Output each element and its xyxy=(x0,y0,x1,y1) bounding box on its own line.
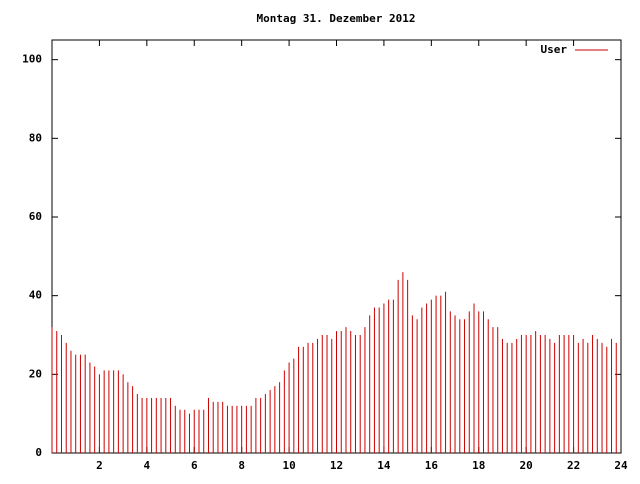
y-tick-label: 20 xyxy=(29,367,42,380)
y-tick-label: 60 xyxy=(29,210,42,223)
y-tick-label: 0 xyxy=(35,446,42,459)
x-tick-label: 20 xyxy=(520,459,533,472)
legend-label: User xyxy=(541,43,568,56)
chart-title: Montag 31. Dezember 2012 xyxy=(257,12,416,25)
x-tick-label: 2 xyxy=(96,459,103,472)
x-tick-label: 8 xyxy=(238,459,245,472)
y-tick-label: 100 xyxy=(22,53,42,66)
x-tick-label: 24 xyxy=(614,459,628,472)
x-tick-label: 4 xyxy=(144,459,151,472)
x-tick-label: 12 xyxy=(330,459,343,472)
x-tick-label: 10 xyxy=(282,459,295,472)
x-tick-label: 18 xyxy=(472,459,485,472)
x-tick-label: 16 xyxy=(425,459,439,472)
x-tick-label: 14 xyxy=(377,459,391,472)
y-tick-label: 40 xyxy=(29,289,42,302)
y-tick-label: 80 xyxy=(29,131,42,144)
x-tick-label: 6 xyxy=(191,459,198,472)
x-tick-label: 22 xyxy=(567,459,580,472)
